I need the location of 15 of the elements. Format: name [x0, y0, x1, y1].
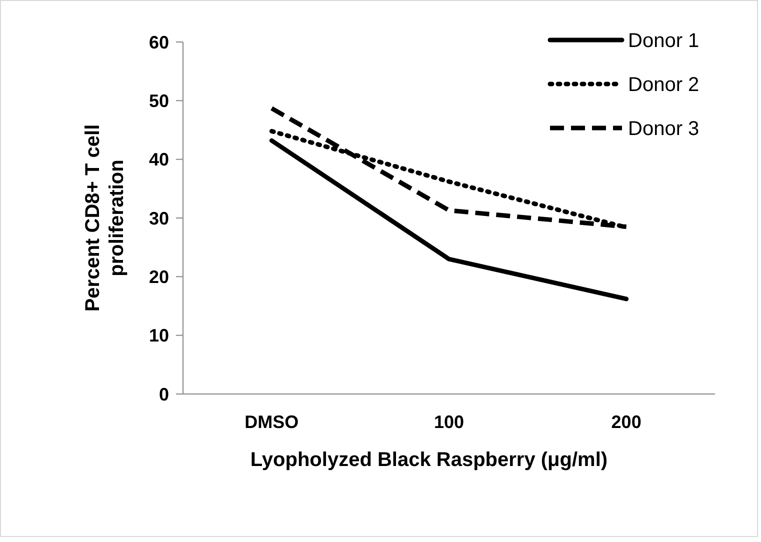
legend-label: Donor 3	[628, 118, 700, 140]
x-tick-label: 200	[611, 412, 642, 432]
y-tick-label: 50	[148, 90, 169, 111]
legend-label: Donor 2	[628, 74, 700, 96]
y-tick-label: 20	[148, 266, 169, 287]
x-tick-label: 100	[434, 412, 464, 432]
y-axis-title: Percent CD8+ T cell proliferation	[82, 124, 128, 312]
y-tick-label: 0	[158, 384, 169, 404]
x-tick-label: DMSO	[244, 412, 299, 432]
y-tick-label: 10	[148, 326, 169, 346]
legend-label: Donor 1	[628, 30, 700, 52]
y-tick-label: 30	[148, 208, 169, 228]
y-tick-label: 60	[148, 32, 169, 52]
x-axis-title: Lyopholyzed Black Raspberry (μg/ml)	[250, 449, 608, 471]
y-tick-label: 40	[148, 150, 169, 170]
